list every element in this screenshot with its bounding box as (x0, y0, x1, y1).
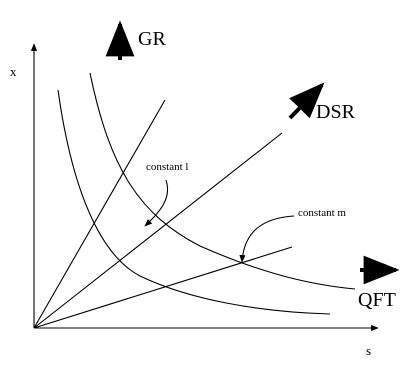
x-axis-label: s (366, 343, 371, 358)
curve-outer (89, 72, 356, 290)
gr-label: GR (138, 28, 166, 50)
dsr-arrow (288, 82, 325, 120)
curve-inner (57, 89, 331, 315)
qft-label: QFT (358, 289, 396, 311)
dsr-label: DSR (316, 101, 356, 123)
constant-l-label: constant l (146, 161, 188, 173)
ray-medium (33, 132, 283, 329)
ray-shallow (33, 246, 293, 329)
constant-l-pointer (144, 179, 168, 227)
constant-m-pointer (239, 215, 295, 263)
ray-steep (33, 99, 166, 329)
constant-m-label: constant m (298, 207, 346, 219)
y-axis-label: x (10, 64, 17, 79)
